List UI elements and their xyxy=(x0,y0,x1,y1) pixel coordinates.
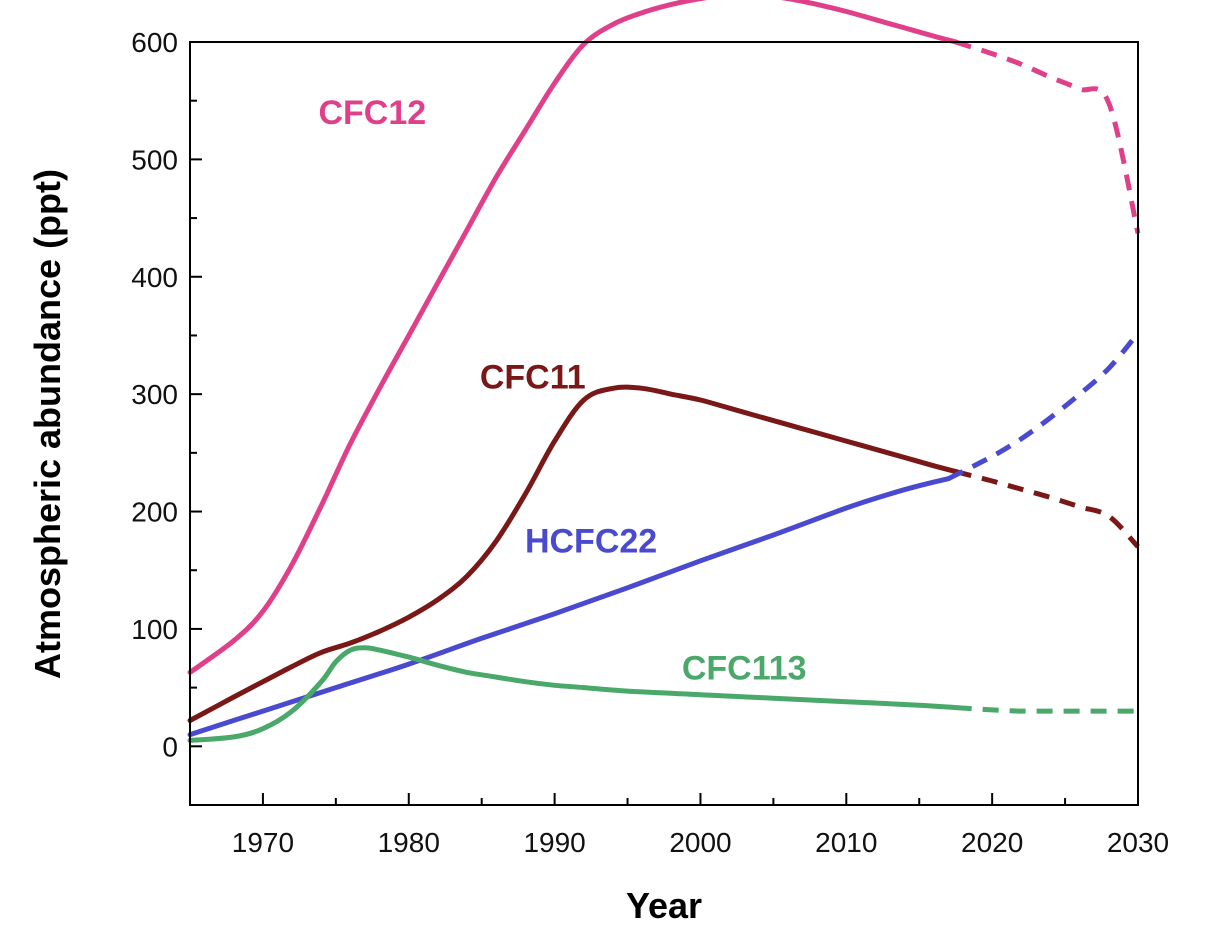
series-label-cfc113: CFC113 xyxy=(682,649,807,687)
ticks-layer xyxy=(189,41,1139,806)
series-label-cfc11: CFC11 xyxy=(480,358,586,396)
series-line-cfc113 xyxy=(187,645,959,743)
x-tick-label: 1970 xyxy=(232,827,294,858)
series-line-hcfc22 xyxy=(187,476,951,738)
x-tick-label: 1980 xyxy=(378,827,440,858)
y-tick-label: 400 xyxy=(131,262,178,293)
x-tick-label: 2010 xyxy=(815,827,877,858)
series-label-cfc12: CFC12 xyxy=(318,94,426,132)
plot-frame xyxy=(189,41,1139,806)
series-line-cfc11 xyxy=(187,384,959,723)
y-tick-label: 200 xyxy=(131,497,178,528)
series-label-hcfc22: HCFC22 xyxy=(525,523,657,561)
x-tick-label: 2020 xyxy=(961,827,1023,858)
x-axis-title: Year xyxy=(626,885,702,926)
x-tick-label: 2000 xyxy=(669,827,731,858)
annotations-layer: CFC12 CFC11 HCFC22 CFC113 xyxy=(318,94,806,687)
series-projection-hcfc22 xyxy=(947,331,1140,481)
series-line-cfc12 xyxy=(187,0,959,675)
tick-labels-layer: 0 100 200 300 400 500 600 1970 1980 1990 2000 2010 2… xyxy=(131,27,1169,858)
series-projection-cfc113 xyxy=(955,705,1138,714)
series-projection-cfc12 xyxy=(954,39,1141,234)
series-projection-cfc11 xyxy=(955,469,1140,549)
series-layer xyxy=(187,0,1141,743)
x-tick-label: 2030 xyxy=(1107,827,1169,858)
y-tick-label: 600 xyxy=(131,27,178,58)
y-tick-label: 500 xyxy=(131,144,178,175)
y-tick-label: 0 xyxy=(162,731,178,762)
x-tick-label: 1990 xyxy=(523,827,585,858)
y-tick-label: 100 xyxy=(131,614,178,645)
y-tick-label: 300 xyxy=(131,379,178,410)
y-axis-title: Atmospheric abundance (ppt) xyxy=(27,169,68,679)
